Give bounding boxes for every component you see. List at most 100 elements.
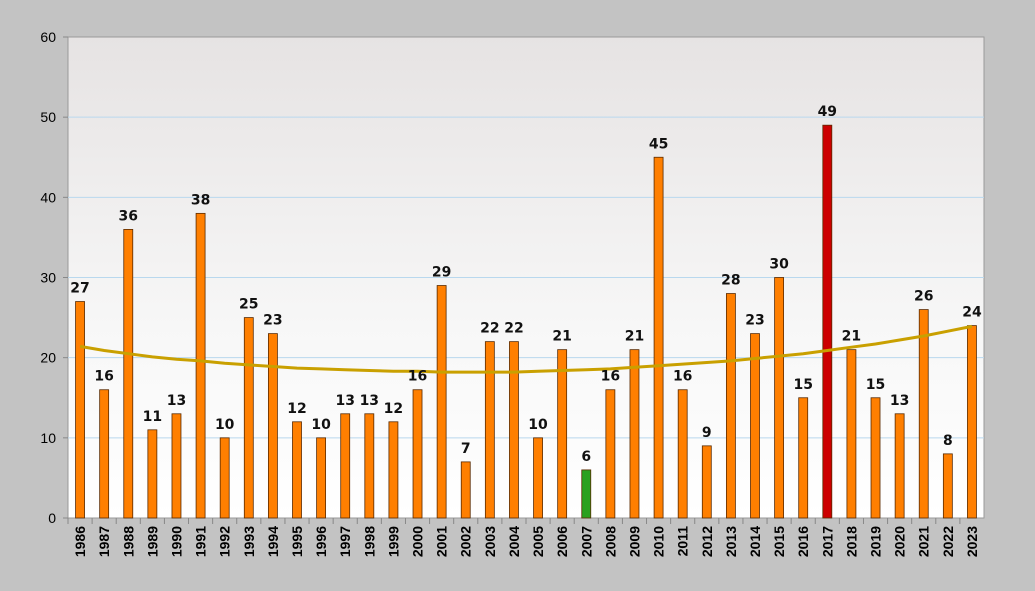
data-label: 9 <box>702 425 712 441</box>
x-tick-label: 1990 <box>168 526 184 557</box>
x-tick-label: 1986 <box>72 526 88 557</box>
data-label: 16 <box>673 369 692 385</box>
bar <box>822 124 833 519</box>
bar <box>243 317 254 519</box>
bar <box>388 421 399 519</box>
x-tick-label: 2001 <box>434 526 450 557</box>
data-label: 10 <box>528 417 548 433</box>
bar <box>894 413 905 519</box>
x-tick-label: 2012 <box>699 526 715 557</box>
data-label: 11 <box>143 409 162 425</box>
bar <box>967 325 977 519</box>
x-tick-label: 2014 <box>747 526 763 557</box>
data-label: 12 <box>384 401 403 417</box>
x-tick-label: 2022 <box>940 526 956 557</box>
data-label: 30 <box>769 257 789 273</box>
data-label: 21 <box>552 329 571 345</box>
x-tick-label: 2005 <box>530 526 546 557</box>
data-label: 15 <box>866 377 885 393</box>
bar <box>316 437 327 519</box>
bars <box>75 124 977 519</box>
y-tick-label: 40 <box>40 189 56 205</box>
data-label: 28 <box>721 273 740 289</box>
x-tick-label: 1998 <box>361 526 377 557</box>
x-tick-label: 2021 <box>916 526 932 557</box>
x-tick-label: 2007 <box>578 526 594 557</box>
x-tick-label: 2011 <box>675 526 691 557</box>
x-tick-label: 2019 <box>868 526 884 557</box>
data-label: 22 <box>480 321 499 337</box>
x-axis-ticks: 1986 1987 1988 1989 1990 1991 1992 1993 1994 1995… <box>67 518 980 557</box>
x-tick-label: 2018 <box>843 526 859 557</box>
x-tick-label: 1992 <box>217 526 233 557</box>
y-tick-label: 10 <box>40 430 56 446</box>
x-tick-label: 1997 <box>337 526 353 557</box>
x-tick-label: 2008 <box>602 526 618 557</box>
data-label: 8 <box>943 433 953 449</box>
x-tick-label: 2004 <box>506 526 522 557</box>
bar <box>364 413 375 519</box>
bar <box>557 349 568 519</box>
data-label: 16 <box>601 369 620 385</box>
x-tick-label: 1993 <box>241 526 257 557</box>
data-label: 49 <box>818 104 837 120</box>
data-label: 25 <box>239 297 258 313</box>
data-label: 13 <box>335 393 354 409</box>
data-label: 13 <box>890 393 909 409</box>
bar <box>581 469 592 519</box>
data-label: 15 <box>793 377 812 393</box>
data-label: 36 <box>119 208 138 224</box>
bar <box>942 453 953 519</box>
y-tick-label: 30 <box>40 270 56 286</box>
bar <box>509 341 519 519</box>
x-tick-label: 1988 <box>120 526 136 557</box>
data-label: 38 <box>191 192 210 208</box>
y-axis-ticks: 0 10 20 30 40 50 60 <box>40 29 68 526</box>
data-label: 22 <box>504 321 523 337</box>
x-tick-label: 1999 <box>385 526 401 557</box>
bar <box>292 421 302 519</box>
bar <box>846 349 857 519</box>
bar <box>533 437 543 519</box>
data-label: 16 <box>408 369 427 385</box>
bar <box>195 212 206 519</box>
bar <box>629 349 640 519</box>
x-tick-label: 1996 <box>313 526 329 557</box>
bar <box>918 309 929 519</box>
bar <box>436 285 447 519</box>
bar <box>701 445 712 519</box>
y-tick-label: 0 <box>48 510 56 526</box>
data-label: 24 <box>962 305 982 321</box>
data-label: 21 <box>625 329 644 345</box>
data-label: 45 <box>649 136 668 152</box>
data-label: 10 <box>215 417 235 433</box>
x-tick-label: 2009 <box>626 526 642 557</box>
bar <box>677 389 688 519</box>
x-tick-label: 1995 <box>289 526 305 557</box>
x-tick-label: 1989 <box>144 526 160 557</box>
x-tick-label: 2017 <box>819 526 835 557</box>
x-tick-label: 2013 <box>723 526 739 557</box>
bar <box>798 397 809 519</box>
bar <box>99 389 110 519</box>
x-tick-label: 2016 <box>795 526 811 557</box>
data-label: 23 <box>263 313 282 329</box>
x-tick-label: 2003 <box>482 526 498 557</box>
y-tick-label: 60 <box>40 29 56 45</box>
bar <box>460 461 471 519</box>
data-label: 13 <box>360 393 379 409</box>
data-label: 29 <box>432 265 451 281</box>
bar <box>123 228 134 519</box>
x-tick-label: 2015 <box>771 526 787 557</box>
x-tick-label: 2000 <box>410 526 426 557</box>
bar <box>340 413 351 519</box>
data-label: 7 <box>461 441 471 457</box>
bar <box>147 429 158 519</box>
bar <box>171 413 182 519</box>
x-tick-label: 2023 <box>964 526 980 557</box>
bar <box>653 156 664 519</box>
bar <box>75 301 85 519</box>
data-label: 23 <box>745 313 764 329</box>
bar <box>267 333 278 519</box>
